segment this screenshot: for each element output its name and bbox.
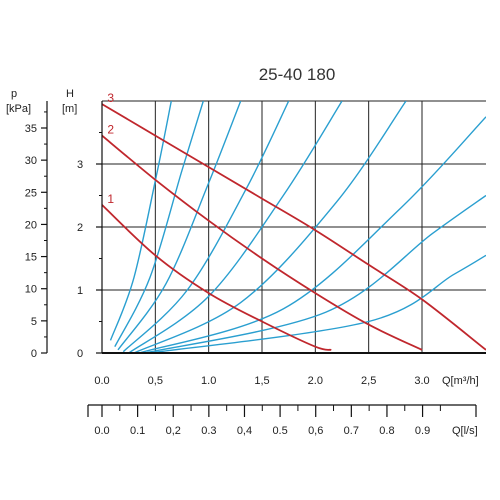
flow-ls-tick-label: 0.8 (379, 425, 394, 437)
flow-ls-tick-label: 0.9 (415, 425, 430, 437)
flow-ls-tick-label: 0,4 (237, 425, 252, 437)
pressure-tick-label: 35 (25, 123, 37, 135)
flow-ls-tick-label: 0,2 (166, 425, 181, 437)
pump-curve-2 (102, 134, 423, 351)
system-curve-7 (139, 116, 486, 353)
pressure-tick-label: 0 (31, 348, 37, 360)
pressure-tick-label: 30 (25, 155, 37, 167)
pump-curve-label-3: 3 (107, 91, 114, 105)
chart-title: 25-40 180 (259, 65, 336, 84)
flow-m3h-tick-label: 3.0 (414, 375, 429, 387)
pump-curves-layer (102, 103, 486, 351)
head-tick-label: 0 (77, 348, 83, 360)
flow-ls-tick-label: 0.7 (344, 425, 359, 437)
system-curves-layer (109, 101, 486, 353)
head-tick-label: 2 (77, 222, 83, 234)
flow-m3h-tick-label: 2.0 (308, 375, 323, 387)
pressure-tick-label: 25 (25, 187, 37, 199)
system-curve-5 (128, 101, 343, 353)
system-curve-1 (109, 101, 172, 341)
pressure-tick-label: 5 (31, 316, 37, 328)
head-tick-label: 1 (77, 285, 83, 297)
flow-m3h-label: Q[m³/h] (442, 375, 479, 387)
system-curve-4 (122, 101, 290, 353)
pump-curve-label-1: 1 (107, 192, 114, 206)
flow-m3h-tick-label: 1.0 (201, 375, 216, 387)
pump-curve-1 (102, 204, 332, 351)
pressure-tick-label: 10 (25, 284, 37, 296)
flow-ls-tick-label: 0.5 (272, 425, 287, 437)
flow-m3h-tick-label: 0.0 (94, 375, 109, 387)
flow-m3h-tick-label: 2,5 (361, 375, 376, 387)
system-curve-9 (149, 254, 486, 353)
flow-ls-tick-label: 0.3 (201, 425, 216, 437)
pressure-tick-label: 20 (25, 219, 37, 231)
flow-m3h-tick-label: 0,5 (148, 375, 163, 387)
head-tick-label: 3 (77, 159, 83, 171)
pump-curve-3 (102, 103, 486, 351)
system-curve-2 (114, 101, 204, 348)
system-curve-8 (144, 194, 486, 353)
flow-ls-tick-label: 0.0 (94, 425, 109, 437)
flow-ls-tick-label: 0.1 (130, 425, 145, 437)
pressure-tick-label: 15 (25, 252, 37, 264)
head-unit: [m] (62, 103, 77, 115)
pressure-symbol: p (11, 88, 17, 100)
flow-ls-tick-label: 0,6 (308, 425, 323, 437)
flow-m3h-tick-label: 1,5 (254, 375, 269, 387)
pump-curve-label-2: 2 (107, 123, 114, 137)
system-curve-3 (117, 101, 242, 351)
system-curve-6 (133, 101, 407, 353)
pressure-unit: [kPa] (6, 103, 31, 115)
head-symbol: H (66, 88, 74, 100)
flow-ls-label: Q[l/s] (452, 425, 478, 437)
